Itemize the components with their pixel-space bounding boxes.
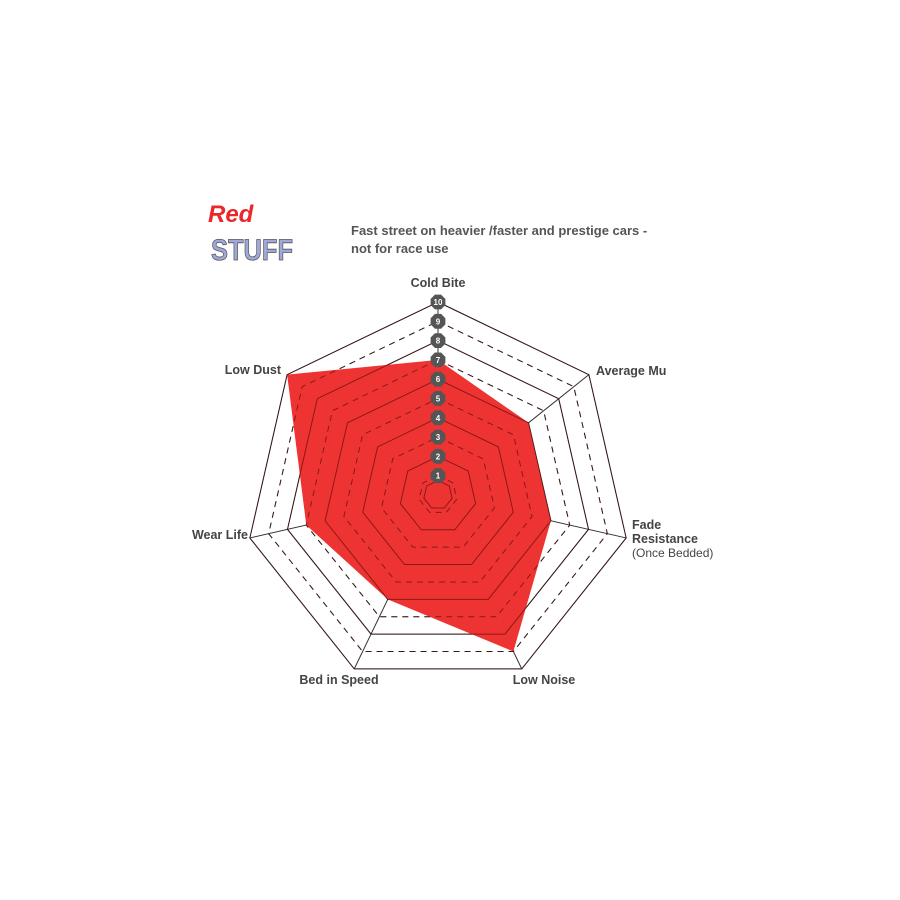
tick-badge xyxy=(430,429,446,445)
tick-badge xyxy=(430,391,446,406)
axis-sublabel: (Once Bedded) xyxy=(632,546,713,560)
axis-label: Average Mu xyxy=(596,364,666,378)
title-line-2: not for race use xyxy=(351,241,449,256)
tick-label: 6 xyxy=(436,375,441,384)
grid-ring xyxy=(418,475,458,513)
tick-badge xyxy=(430,333,446,348)
tick-label: 2 xyxy=(436,452,441,461)
tick-label: 10 xyxy=(434,298,443,307)
grid-ring xyxy=(423,479,453,509)
axis-label: Low Dust xyxy=(225,363,282,377)
tick-label: 5 xyxy=(436,395,441,404)
tick-label: 8 xyxy=(436,337,441,346)
grid-ring xyxy=(343,397,533,583)
tick-badge xyxy=(430,352,446,368)
tick-badge xyxy=(430,313,446,329)
grid-ring xyxy=(324,378,552,600)
tick-label: 7 xyxy=(436,356,441,365)
data-polygon xyxy=(287,359,551,652)
tick-label: 1 xyxy=(436,472,441,481)
redstuff-logo: Red STUFF xyxy=(208,201,293,266)
tick-label: 4 xyxy=(436,414,441,423)
grid-ring xyxy=(286,340,590,635)
axis-label: Fade xyxy=(632,518,661,532)
tick-badge xyxy=(430,468,446,484)
tick-badge xyxy=(430,371,446,387)
axis-label: Low Noise xyxy=(513,673,576,687)
axis-label: Bed in Speed xyxy=(299,673,378,687)
tick-badge xyxy=(430,449,446,464)
tick-badge xyxy=(430,294,446,310)
tick-badges: 1 2 3 4 5 6 7 8 9 10 xyxy=(430,294,446,484)
axis-label: Cold Bite xyxy=(411,276,466,290)
axis-label: Resistance xyxy=(632,532,698,546)
tick-badge xyxy=(430,410,446,426)
tick-label: 9 xyxy=(436,317,441,326)
svg-text:STUFF: STUFF xyxy=(211,234,293,266)
tick-label: 3 xyxy=(436,433,441,442)
title-line-1: Fast street on heavier /faster and prest… xyxy=(351,223,648,238)
chart-title: Fast street on heavier /faster and prest… xyxy=(351,222,651,258)
grid-ring xyxy=(399,455,477,531)
grid-ring xyxy=(362,417,514,566)
grid-ring xyxy=(249,301,627,670)
grid-ring xyxy=(381,436,495,548)
radar-grid-overlay xyxy=(249,301,627,670)
grid-ring xyxy=(305,359,571,618)
svg-text:Red: Red xyxy=(208,201,255,228)
axis-label: Wear Life xyxy=(192,528,248,542)
